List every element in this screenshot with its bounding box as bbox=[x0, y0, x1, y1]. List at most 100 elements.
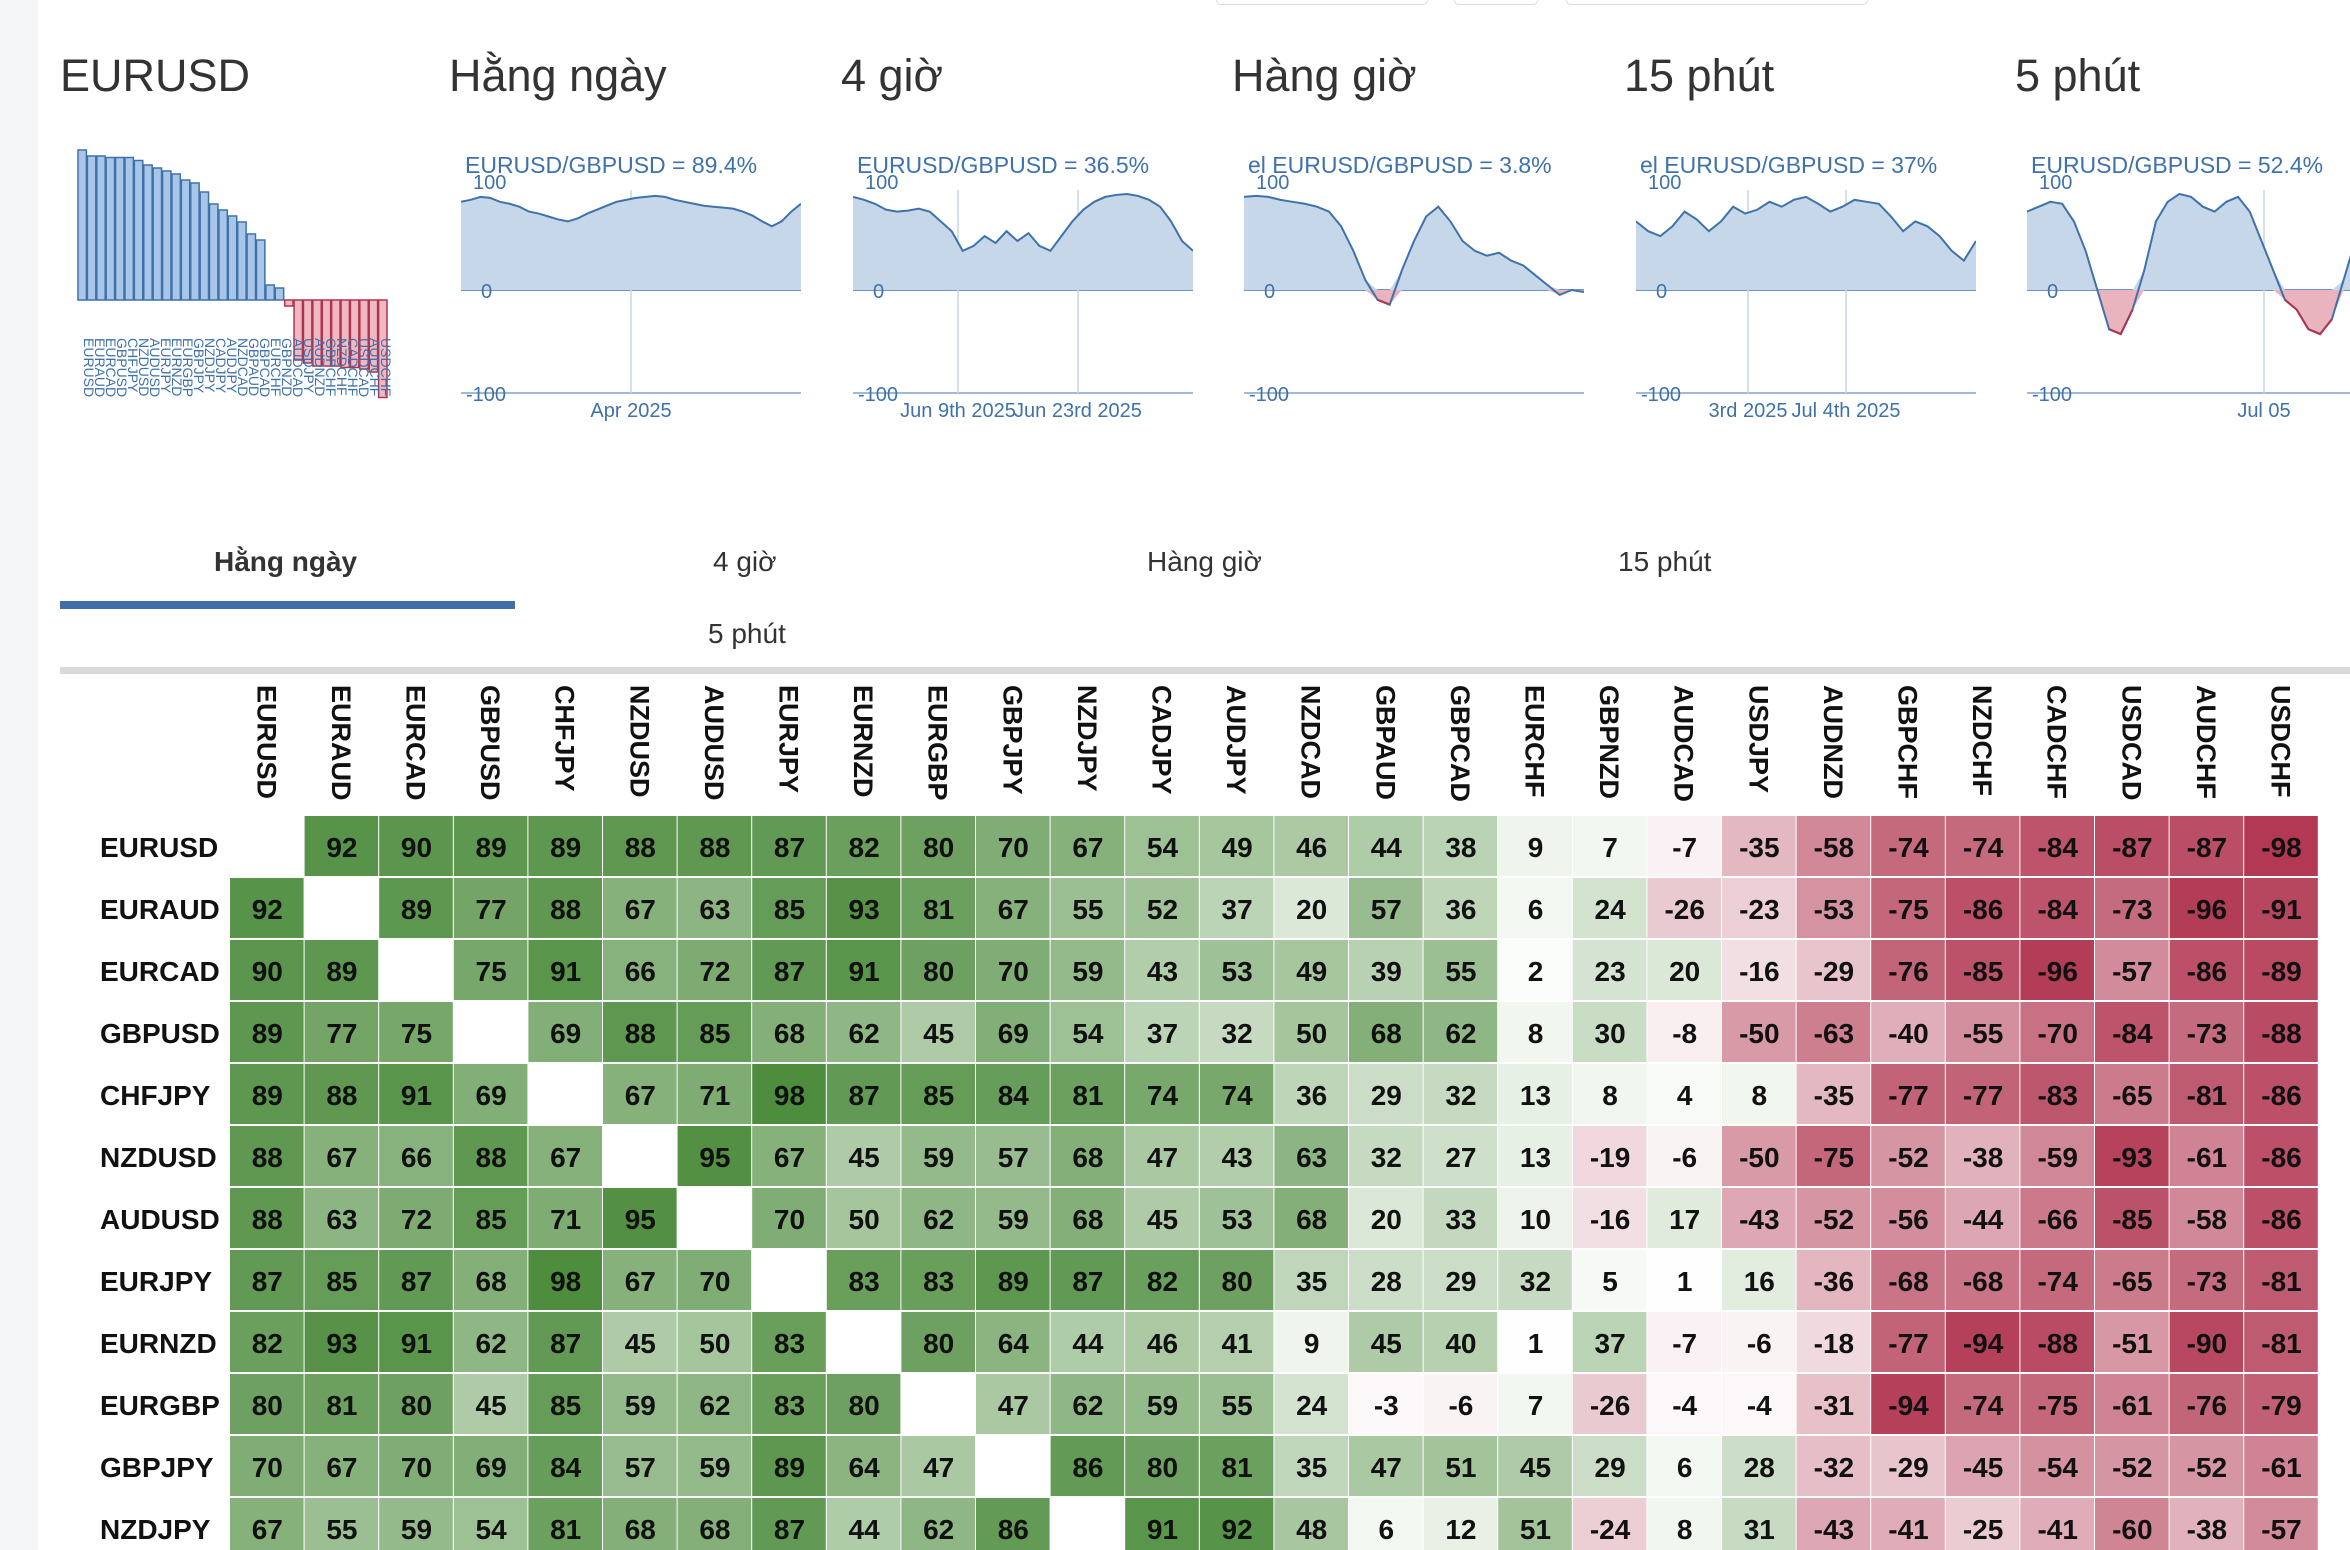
matrix-cell[interactable] bbox=[230, 1312, 304, 1372]
matrix-cell[interactable] bbox=[304, 1436, 379, 1496]
matrix-cell[interactable] bbox=[976, 1312, 1050, 1372]
matrix-cell[interactable] bbox=[752, 878, 826, 938]
matrix-cell[interactable] bbox=[1871, 1312, 1945, 1372]
matrix-cell[interactable] bbox=[603, 1188, 677, 1248]
matrix-cell[interactable] bbox=[752, 1498, 826, 1550]
matrix-cell[interactable] bbox=[1349, 816, 1423, 876]
matrix-cell[interactable] bbox=[826, 878, 901, 938]
matrix-cell[interactable] bbox=[677, 1312, 752, 1372]
matrix-cell[interactable] bbox=[379, 1064, 453, 1124]
matrix-cell[interactable] bbox=[1125, 1436, 1199, 1496]
matrix-cell[interactable] bbox=[1796, 816, 1871, 876]
matrix-cell[interactable] bbox=[1572, 878, 1647, 938]
matrix-cell[interactable] bbox=[2169, 1002, 2244, 1062]
matrix-cell[interactable] bbox=[1647, 1188, 1721, 1248]
matrix-cell[interactable] bbox=[230, 1436, 304, 1496]
matrix-cell[interactable] bbox=[1572, 1064, 1647, 1124]
matrix-cell[interactable] bbox=[1423, 1312, 1498, 1372]
matrix-cell[interactable] bbox=[677, 940, 752, 1000]
matrix-cell[interactable] bbox=[379, 1374, 453, 1434]
matrix-cell[interactable] bbox=[1572, 1126, 1647, 1186]
matrix-cell[interactable] bbox=[1349, 1250, 1423, 1310]
matrix-cell[interactable] bbox=[752, 1188, 826, 1248]
matrix-cell[interactable] bbox=[2020, 1250, 2094, 1310]
matrix-cell[interactable] bbox=[1274, 1250, 1348, 1310]
matrix-cell[interactable] bbox=[2020, 1312, 2094, 1372]
matrix-cell[interactable] bbox=[1274, 1126, 1348, 1186]
matrix-cell[interactable] bbox=[528, 878, 602, 938]
matrix-cell[interactable] bbox=[1572, 1436, 1647, 1496]
matrix-cell[interactable] bbox=[304, 1188, 379, 1248]
matrix-cell[interactable] bbox=[379, 816, 453, 876]
matrix-cell[interactable] bbox=[976, 1188, 1050, 1248]
matrix-cell[interactable] bbox=[230, 878, 304, 938]
matrix-cell[interactable] bbox=[2095, 1126, 2169, 1186]
matrix-cell[interactable] bbox=[826, 1374, 901, 1434]
matrix-cell[interactable] bbox=[677, 1002, 752, 1062]
matrix-cell[interactable] bbox=[1199, 1498, 1274, 1550]
matrix-cell[interactable] bbox=[304, 1250, 379, 1310]
matrix-cell[interactable] bbox=[1945, 1002, 2020, 1062]
matrix-cell[interactable] bbox=[1796, 1126, 1871, 1186]
matrix-cell[interactable] bbox=[1722, 1436, 1796, 1496]
matrix-cell[interactable] bbox=[1722, 1374, 1796, 1434]
matrix-cell[interactable] bbox=[752, 1126, 826, 1186]
matrix-cell[interactable] bbox=[1274, 940, 1348, 1000]
matrix-cell[interactable] bbox=[1274, 816, 1348, 876]
matrix-cell[interactable] bbox=[379, 1188, 453, 1248]
matrix-cell[interactable] bbox=[1796, 1188, 1871, 1248]
matrix-cell[interactable] bbox=[379, 878, 453, 938]
matrix-cell[interactable] bbox=[752, 1312, 826, 1372]
matrix-cell[interactable] bbox=[304, 940, 379, 1000]
matrix-cell[interactable] bbox=[1199, 1002, 1274, 1062]
matrix-cell[interactable] bbox=[2169, 1312, 2244, 1372]
matrix-cell[interactable] bbox=[826, 1002, 901, 1062]
matrix-cell[interactable] bbox=[1199, 1312, 1274, 1372]
correlation-chart-5m[interactable]: 100 0 -100 EURUSD/GBPUSD = 52.4% Jul 05 bbox=[2027, 140, 2350, 430]
matrix-cell[interactable] bbox=[901, 1126, 975, 1186]
matrix-cell[interactable] bbox=[1199, 1188, 1274, 1248]
matrix-cell[interactable] bbox=[1722, 1188, 1796, 1248]
matrix-cell[interactable] bbox=[901, 1002, 975, 1062]
tab-hourly[interactable]: Hàng giờ bbox=[1147, 546, 1262, 577]
matrix-cell[interactable] bbox=[976, 1002, 1050, 1062]
matrix-cell[interactable] bbox=[901, 940, 975, 1000]
matrix-cell[interactable] bbox=[1199, 816, 1274, 876]
matrix-cell[interactable] bbox=[1871, 1436, 1945, 1496]
matrix-cell[interactable] bbox=[1125, 1188, 1199, 1248]
matrix-cell[interactable] bbox=[1274, 1374, 1348, 1434]
matrix-cell[interactable] bbox=[976, 1498, 1050, 1550]
matrix-cell[interactable] bbox=[453, 1312, 528, 1372]
matrix-cell[interactable] bbox=[1945, 1064, 2020, 1124]
matrix-cell[interactable] bbox=[528, 1126, 602, 1186]
matrix-cell[interactable] bbox=[379, 1126, 453, 1186]
matrix-cell[interactable] bbox=[528, 816, 602, 876]
matrix-cell[interactable] bbox=[976, 1374, 1050, 1434]
matrix-cell[interactable] bbox=[1349, 1126, 1423, 1186]
matrix-cell[interactable] bbox=[1423, 1064, 1498, 1124]
matrix-cell[interactable] bbox=[379, 1312, 453, 1372]
matrix-cell[interactable] bbox=[1423, 878, 1498, 938]
matrix-cell[interactable] bbox=[752, 816, 826, 876]
matrix-cell[interactable] bbox=[230, 1498, 304, 1550]
matrix-cell[interactable] bbox=[2095, 816, 2169, 876]
matrix-cell[interactable] bbox=[2244, 878, 2318, 938]
matrix-cell[interactable] bbox=[603, 1374, 677, 1434]
matrix-cell[interactable] bbox=[1125, 1064, 1199, 1124]
matrix-cell[interactable] bbox=[752, 1436, 826, 1496]
matrix-cell[interactable] bbox=[1050, 1126, 1125, 1186]
matrix-cell[interactable] bbox=[752, 1374, 826, 1434]
matrix-cell[interactable] bbox=[1796, 1002, 1871, 1062]
matrix-cell[interactable] bbox=[2095, 1312, 2169, 1372]
matrix-cell[interactable] bbox=[230, 1374, 304, 1434]
matrix-cell[interactable] bbox=[677, 1250, 752, 1310]
matrix-cell[interactable] bbox=[1871, 1374, 1945, 1434]
matrix-cell[interactable] bbox=[1125, 1374, 1199, 1434]
matrix-cell[interactable] bbox=[1796, 1436, 1871, 1496]
matrix-cell[interactable] bbox=[826, 1250, 901, 1310]
matrix-cell[interactable] bbox=[1945, 816, 2020, 876]
matrix-cell[interactable] bbox=[2169, 1188, 2244, 1248]
matrix-cell[interactable] bbox=[453, 1188, 528, 1248]
matrix-cell[interactable] bbox=[2020, 1188, 2094, 1248]
matrix-cell[interactable] bbox=[2169, 1436, 2244, 1496]
